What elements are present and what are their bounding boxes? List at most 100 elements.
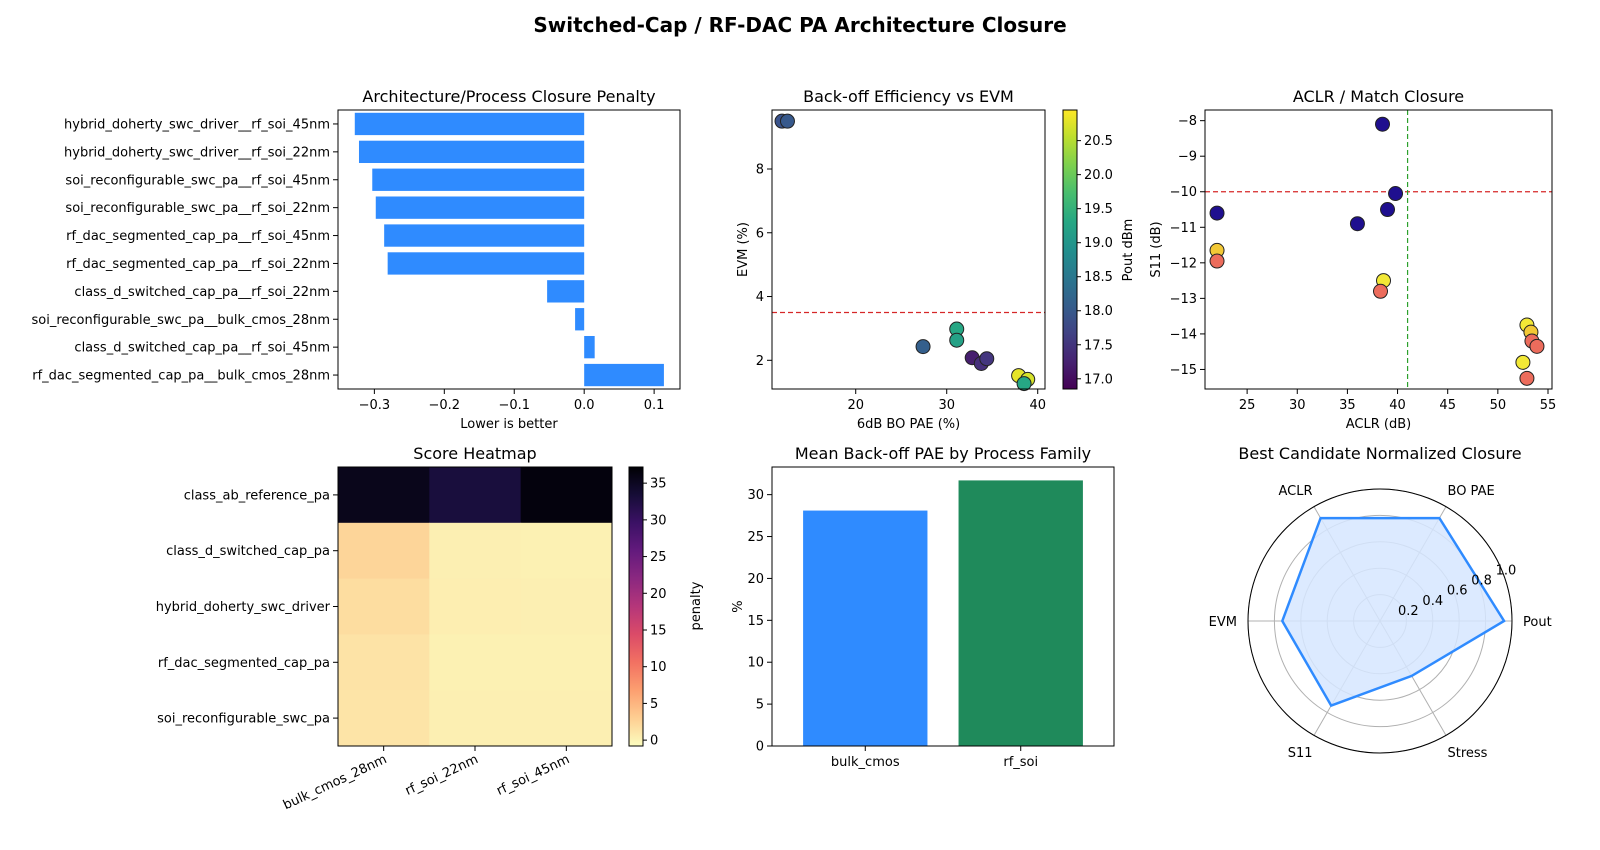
heatmap-cell <box>520 634 613 691</box>
radar-axis-label: Stress <box>1448 746 1488 761</box>
x-tick-label: bulk_cmos <box>831 755 900 770</box>
scatter-point <box>1016 376 1032 392</box>
x-axis-label: ACLR (dB) <box>1346 417 1411 432</box>
radar-outer-frame <box>1247 488 1513 754</box>
colorbar-tick-label: 25 <box>650 550 667 565</box>
x-tick-label: −0.3 <box>359 398 391 413</box>
radar-title: Best Candidate Normalized Closure <box>1238 444 1521 463</box>
heatmap-cell <box>429 634 522 691</box>
row-label: hybrid_doherty_swc_driver <box>156 600 331 615</box>
y-axis-label: % <box>731 600 746 612</box>
plot-frame <box>771 109 1046 390</box>
x-tick-label: 25 <box>1239 398 1256 413</box>
y-tick-label: soi_reconfigurable_swc_pa__rf_soi_45nm <box>65 173 330 188</box>
mean-pae-title: Mean Back-off PAE by Process Family <box>795 444 1091 463</box>
y-tick-label: 10 <box>747 656 764 671</box>
colorbar-tick-label: 20 <box>650 587 667 602</box>
radar-axis-label: BO PAE <box>1448 484 1495 499</box>
colorbar-tick-label: 15 <box>650 623 667 638</box>
x-tick-label: −0.1 <box>498 398 530 413</box>
y-tick-label: soi_reconfigurable_swc_pa__bulk_cmos_28n… <box>32 313 330 328</box>
y-tick-label: hybrid_doherty_swc_driver__rf_soi_22nm <box>64 145 330 160</box>
colorbar-tick-label: 17.0 <box>1084 372 1113 387</box>
scatter-point <box>1529 338 1545 354</box>
colorbar-tick-label: 35 <box>650 477 667 492</box>
y-tick-label: 6 <box>756 226 764 241</box>
scatter-point <box>1373 283 1389 299</box>
score-heatmap: Score Heatmap class_ab_reference_pa class_… <box>156 444 704 813</box>
y-tick-label: rf_dac_segmented_cap_pa__rf_soi_22nm <box>66 257 330 272</box>
radar-axis-label: ACLR <box>1278 484 1312 499</box>
colorbar-label: Pout dBm <box>1121 219 1136 282</box>
heatmap-title: Score Heatmap <box>413 444 536 463</box>
colorbar-label: penalty <box>689 581 704 630</box>
heatmap-cell <box>338 578 430 635</box>
heatmap-cell <box>520 690 613 747</box>
penalty-bar <box>584 363 664 387</box>
penalty-bar <box>547 280 585 303</box>
row-label: class_ab_reference_pa <box>184 488 330 503</box>
x-axis-label: 6dB BO PAE (%) <box>857 417 960 432</box>
radar-axis-label: EVM <box>1209 615 1237 630</box>
x-tick-label: 35 <box>1339 398 1356 413</box>
y-tick-label: 4 <box>756 290 764 305</box>
plot-frame <box>771 466 1115 747</box>
scatter-point <box>1349 216 1365 232</box>
y-tick-label: rf_dac_segmented_cap_pa__rf_soi_45nm <box>66 229 330 244</box>
scatter-point <box>1388 186 1404 202</box>
heatmap-cell <box>429 467 522 524</box>
radar-radius-label: 0.2 <box>1398 604 1419 619</box>
scatter-point <box>1515 354 1531 370</box>
y-tick-label: 8 <box>756 162 764 177</box>
column-label: rf_soi_22nm <box>403 752 481 799</box>
scatter-point <box>915 339 931 355</box>
colorbar-tick-label: 19.5 <box>1084 202 1113 217</box>
y-tick-label: −13 <box>1170 292 1197 307</box>
x-tick-label: 55 <box>1540 398 1557 413</box>
row-label: class_d_switched_cap_pa <box>166 544 330 559</box>
colorbar-tick-label: 18.0 <box>1084 304 1113 319</box>
penalty-bar <box>575 308 585 331</box>
x-tick-label: rf_soi <box>1003 755 1038 770</box>
y-axis-label: S11 (dB) <box>1149 221 1164 277</box>
x-axis-label: Lower is better <box>460 417 558 432</box>
penalty-bar <box>584 335 595 359</box>
penalty-bar <box>384 224 585 247</box>
heatmap-cell <box>520 578 613 635</box>
y-tick-label: 0 <box>756 740 764 755</box>
plot-frame <box>1204 109 1553 390</box>
column-label: bulk_cmos_28nm <box>281 752 389 813</box>
x-tick-label: 40 <box>1029 398 1046 413</box>
pout-colorbar <box>1062 109 1078 390</box>
row-label: soi_reconfigurable_swc_pa <box>157 712 330 727</box>
y-tick-label: soi_reconfigurable_swc_pa__rf_soi_22nm <box>65 201 330 216</box>
y-tick-label: −8 <box>1178 114 1197 129</box>
radar-series <box>1280 516 1506 708</box>
scatter-point <box>1380 202 1396 218</box>
figure-title: Switched-Cap / RF-DAC PA Architecture Cl… <box>533 13 1066 37</box>
x-tick-label: 0.1 <box>644 398 665 413</box>
y-tick-label: 30 <box>747 488 764 503</box>
y-tick-label: 2 <box>756 354 764 369</box>
y-axis-label: EVM (%) <box>736 222 751 277</box>
heatmap-cell <box>429 522 522 580</box>
y-tick-label: 15 <box>747 614 764 629</box>
y-tick-label: −14 <box>1170 327 1197 342</box>
y-tick-label: −10 <box>1170 185 1197 200</box>
heatmap-cell <box>338 690 430 747</box>
x-tick-label: 45 <box>1439 398 1456 413</box>
heatmap-cell <box>338 467 430 524</box>
radar-radius-label: 0.6 <box>1447 584 1468 599</box>
bo-evm-title: Back-off Efficiency vs EVM <box>803 87 1014 106</box>
x-tick-label: 50 <box>1490 398 1507 413</box>
y-tick-label: hybrid_doherty_swc_driver__rf_soi_45nm <box>64 117 330 132</box>
mean-pae-chart: Mean Back-off PAE by Process Family bulk_… <box>731 444 1115 770</box>
radar-radius-label: 0.8 <box>1471 574 1492 589</box>
radar-radius-label: 0.4 <box>1422 594 1443 609</box>
y-tick-label: 5 <box>756 698 764 713</box>
heatmap-cell <box>520 467 613 524</box>
plot-frame <box>337 466 613 747</box>
scatter-point <box>1519 370 1535 386</box>
x-tick-label: 20 <box>847 398 864 413</box>
